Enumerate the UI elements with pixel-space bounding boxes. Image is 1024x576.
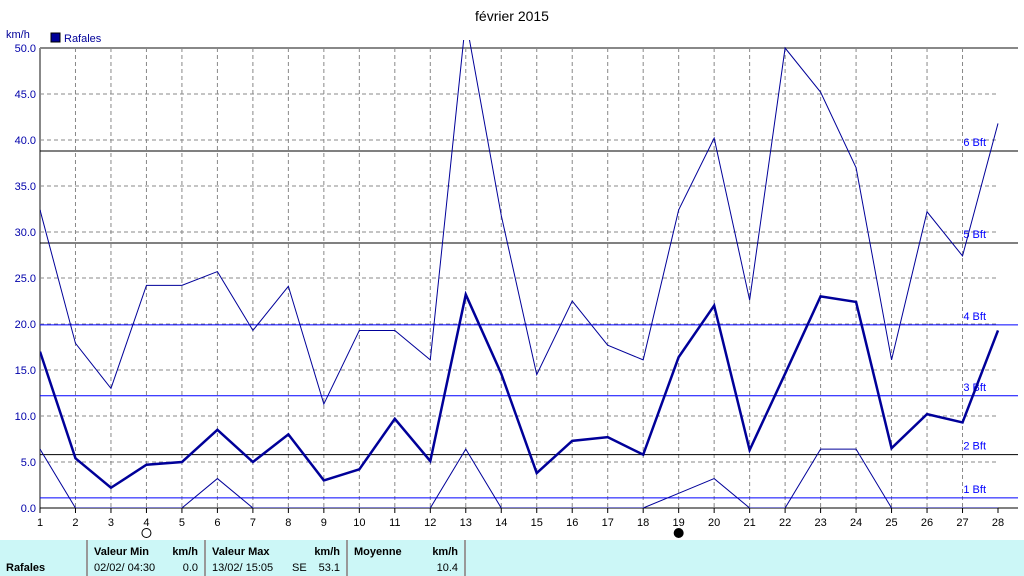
x-tick-label: 11	[389, 517, 400, 529]
y-tick-label: 15.0	[15, 365, 36, 377]
x-tick-label: 21	[744, 517, 756, 529]
x-tick-label: 10	[353, 517, 365, 529]
y-tick-label: 45.0	[15, 89, 36, 101]
x-tick-label: 9	[321, 517, 327, 529]
summary-table: Rafales Valeur Min km/h 02/02/ 04:30 0.0…	[0, 540, 1024, 576]
series-min	[40, 448, 998, 508]
x-tick-label: 28	[992, 517, 1004, 529]
x-tick-label: 4	[143, 517, 149, 529]
y-tick-label: 40.0	[15, 135, 36, 147]
min-date: 02/02/ 04:30	[94, 562, 156, 574]
moon-full-icon	[141, 528, 152, 538]
x-tick-label: 6	[214, 517, 220, 529]
x-tick-label: 2	[72, 517, 78, 529]
beaufort-label: 4 Bft	[963, 311, 986, 323]
x-tick-label: 17	[602, 517, 614, 529]
beaufort-label: 2 Bft	[963, 441, 986, 453]
x-tick-label: 15	[531, 517, 543, 529]
avg-unit: km/h	[432, 546, 458, 558]
x-tick-label: 19	[673, 517, 685, 529]
y-tick-label: 50.0	[15, 43, 36, 55]
y-tick-label: 25.0	[15, 273, 36, 285]
chart-title: février 2015	[475, 8, 549, 24]
x-tick-label: 13	[460, 517, 472, 529]
legend-swatch	[50, 32, 61, 43]
max-direction: SE	[292, 562, 307, 574]
min-header: Valeur Min	[94, 546, 150, 558]
max-value: 53.1	[318, 562, 340, 574]
min-unit: km/h	[172, 546, 198, 558]
x-tick-label: 26	[921, 517, 933, 529]
y-tick-label: 0.0	[21, 503, 36, 515]
beaufort-label: 1 Bft	[963, 484, 986, 496]
x-tick-label: 27	[956, 517, 968, 529]
y-axis-unit: km/h	[6, 29, 30, 41]
moon-new-icon	[673, 528, 684, 538]
x-tick-label: 18	[637, 517, 649, 529]
avg-value: 10.4	[436, 562, 458, 574]
x-tick-label: 24	[850, 517, 862, 529]
y-tick-label: 20.0	[15, 319, 36, 331]
y-tick-label: 5.0	[21, 457, 36, 469]
max-header: Valeur Max	[212, 546, 270, 558]
x-tick-label: 3	[108, 517, 114, 529]
x-tick-label: 23	[814, 517, 826, 529]
series-max	[40, 40, 999, 406]
series-mean	[40, 290, 1000, 490]
y-tick-label: 35.0	[15, 181, 36, 193]
max-date: 13/02/ 15:05	[212, 562, 274, 574]
row-label: Rafales	[6, 562, 46, 574]
x-tick-label: 1	[37, 517, 43, 529]
x-tick-label: 12	[424, 517, 436, 529]
y-tick-label: 10.0	[15, 411, 36, 423]
y-tick-label: 30.0	[15, 227, 36, 239]
max-unit: km/h	[314, 546, 340, 558]
avg-header: Moyenne	[354, 546, 402, 558]
legend-label: Rafales	[64, 33, 102, 45]
x-tick-label: 8	[285, 517, 291, 529]
x-tick-label: 14	[495, 517, 507, 529]
x-tick-label: 16	[566, 517, 578, 529]
gust-chart: février 2015 km/h Rafales 0.0 5.0 10.0 15.0 20.…	[6, 8, 1018, 538]
x-tick-label: 25	[885, 517, 897, 529]
x-tick-label: 7	[250, 517, 256, 529]
x-tick-label: 20	[708, 517, 720, 529]
beaufort-label: 6 Bft	[963, 137, 986, 149]
x-tick-label: 22	[779, 517, 791, 529]
min-value: 0.0	[182, 562, 198, 574]
x-tick-label: 5	[179, 517, 185, 529]
